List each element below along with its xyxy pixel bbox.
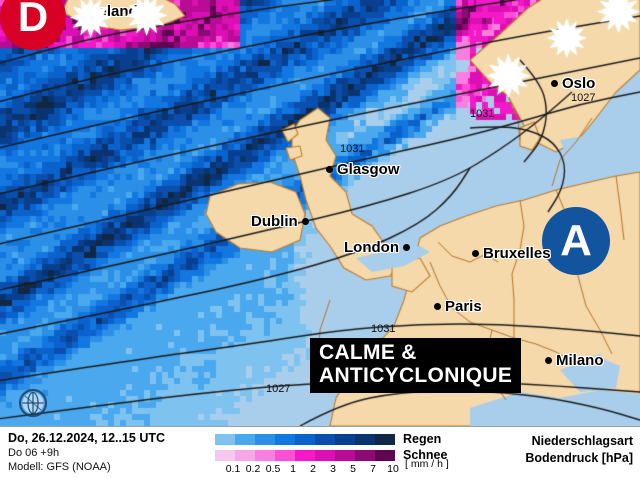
snow-symbol-icon: ✹	[595, 0, 640, 46]
city-label: Milano	[556, 352, 604, 369]
legend-tick: 5	[350, 463, 356, 475]
isobar-label: 1027	[266, 383, 291, 395]
high-pressure-label: A	[560, 216, 592, 265]
footer-bar: Do, 26.12.2024, 12..15 UTC Do 06 +9h Mod…	[0, 426, 640, 478]
legend-tick: 7	[370, 463, 376, 475]
legend-swatch-1	[235, 433, 255, 445]
city-marker[interactable]: Dublin	[251, 213, 309, 230]
city-dot	[301, 218, 309, 225]
rain-legend-label: Regen	[403, 432, 442, 446]
legend-tick-labels: 0.1 0.2 0.5 1 2 3 5 7 10	[215, 463, 399, 476]
legend-swatch-1	[235, 449, 255, 461]
legend-swatch-0	[215, 449, 235, 461]
legend-swatch-8	[375, 449, 395, 461]
legend-tick: 3	[330, 463, 336, 475]
legend-swatch-2	[255, 449, 275, 461]
legend-tick: 1	[290, 463, 296, 475]
low-pressure-label: D	[17, 0, 49, 40]
isobar-label: 1031	[371, 323, 396, 335]
precip-type-label: Niederschlagsart	[531, 434, 633, 448]
legend: Regen Schnee 0.1 0.2 0.5 1 2 3 5 7 10 [ mm / h ]	[215, 432, 480, 476]
city-label: Iceland	[86, 3, 138, 20]
globe-watermark-icon	[18, 388, 48, 418]
city-dot	[402, 244, 410, 251]
snow-color-bar	[215, 449, 395, 461]
legend-swatch-0	[215, 433, 235, 445]
city-dot	[434, 303, 441, 310]
legend-unit: [ mm / h ]	[405, 458, 449, 470]
legend-swatch-3	[275, 449, 295, 461]
city-dot	[551, 80, 558, 87]
snow-symbol-icon: ✹	[484, 43, 533, 111]
city-marker[interactable]: London	[344, 239, 410, 256]
legend-tick: 10	[387, 463, 399, 475]
city-label: Paris	[445, 298, 482, 315]
legend-swatch-3	[275, 433, 295, 445]
city-label: Dublin	[251, 213, 298, 230]
pressure-label: Bodendruck [hPa]	[525, 450, 633, 465]
legend-swatch-5	[315, 433, 335, 445]
legend-tick: 0.5	[265, 463, 281, 475]
model-name: Modell: GFS (NOAA)	[8, 461, 111, 473]
isobar-label: 1031	[340, 143, 365, 155]
legend-swatch-5	[315, 449, 335, 461]
legend-swatch-6	[335, 449, 355, 461]
forecast-timestamp: Do, 26.12.2024, 12..15 UTC	[8, 431, 166, 445]
snow-symbol-icon: ✹	[124, 0, 170, 48]
legend-swatch-7	[355, 449, 375, 461]
snow-legend-label: Schnee	[403, 448, 448, 462]
legend-tick: 0.2	[245, 463, 261, 475]
city-dot	[545, 357, 552, 364]
city-marker[interactable]: Glasgow	[326, 161, 400, 178]
annotation-box: CALME & ANTICYCLONIQUE	[310, 338, 522, 394]
snow-symbol-icon: ✹	[68, 0, 114, 50]
city-label: London	[344, 239, 399, 256]
legend-swatch-4	[295, 449, 315, 461]
annotation-line-2: ANTICYCLONIQUE	[319, 363, 513, 387]
legend-swatch-2	[255, 433, 275, 445]
legend-tick: 0.1	[225, 463, 241, 475]
rain-legend-row: Regen	[215, 432, 480, 446]
city-marker[interactable]: Iceland	[86, 3, 138, 20]
isobar-label: 1031	[470, 108, 495, 120]
city-marker[interactable]: Bruxelles	[472, 245, 551, 262]
city-label: Bruxelles	[483, 245, 551, 262]
legend-swatch-8	[375, 433, 395, 445]
city-label: Oslo	[562, 75, 596, 92]
legend-swatch-4	[295, 433, 315, 445]
isobar-label: 1027	[571, 92, 596, 104]
city-marker[interactable]: Oslo	[551, 75, 595, 92]
city-dot	[472, 250, 479, 257]
legend-tick: 2	[310, 463, 316, 475]
rain-color-bar	[215, 433, 395, 445]
city-marker[interactable]: Paris	[434, 298, 482, 315]
high-pressure-marker[interactable]: A	[542, 207, 610, 275]
model-run: Do 06 +9h	[8, 447, 60, 459]
legend-title-block: Niederschlagsart Bodendruck [hPa]	[525, 433, 633, 467]
snow-legend-row: Schnee	[215, 448, 480, 462]
legend-swatch-6	[335, 433, 355, 445]
city-dot	[326, 166, 333, 173]
city-label: Glasgow	[337, 161, 400, 178]
city-marker[interactable]: Milano	[545, 352, 604, 369]
annotation-line-1: CALME &	[319, 341, 417, 364]
forecast-map[interactable]: D A 1031 1031 1031 1027 1027 Iceland Oslo Glasg…	[0, 0, 640, 426]
snow-symbol-icon: ✹	[545, 10, 589, 70]
timestamp-block: Do, 26.12.2024, 12..15 UTC Do 06 +9h Mod…	[8, 431, 165, 473]
legend-swatch-7	[355, 433, 375, 445]
